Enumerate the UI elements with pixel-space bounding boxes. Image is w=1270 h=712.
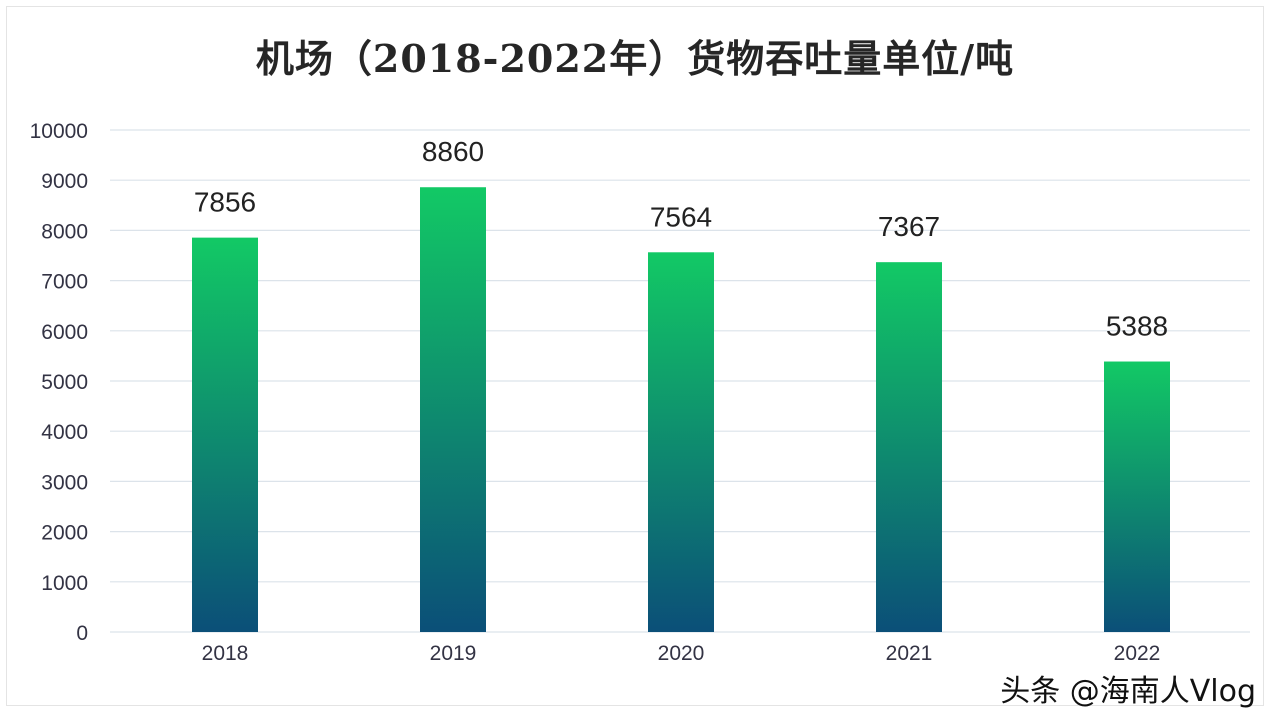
data-label: 7564 [650, 201, 712, 232]
chart-title: 机场（2018-2022年）货物吞吐量单位/吨 [255, 36, 1015, 81]
bar-2018 [192, 237, 258, 633]
y-tick-label: 0 [76, 622, 88, 645]
y-tick-label: 1000 [41, 572, 88, 595]
bar-2022 [1104, 361, 1170, 632]
y-tick-label: 2000 [41, 522, 88, 545]
watermark: 头条 @海南人Vlog [1000, 674, 1256, 709]
data-label: 8860 [422, 136, 484, 167]
y-tick-label: 10000 [30, 120, 88, 143]
bar-2020 [648, 252, 714, 632]
x-tick-label: 2018 [202, 642, 249, 665]
x-tick-label: 2021 [886, 642, 933, 665]
y-tick-label: 6000 [41, 321, 88, 344]
bar-2021 [876, 262, 942, 632]
x-tick-label: 2020 [658, 642, 705, 665]
x-tick-label: 2019 [430, 642, 477, 665]
y-tick-label: 3000 [41, 471, 88, 494]
bar-2019 [420, 187, 486, 632]
data-label: 5388 [1106, 311, 1168, 342]
y-tick-label: 4000 [41, 421, 88, 444]
y-tick-label: 8000 [41, 220, 88, 243]
y-tick-label: 9000 [41, 170, 88, 193]
data-label: 7856 [194, 187, 256, 218]
y-tick-label: 7000 [41, 271, 88, 294]
y-tick-label: 5000 [41, 371, 88, 394]
x-tick-label: 2022 [1114, 642, 1161, 665]
data-label: 7367 [878, 211, 940, 242]
